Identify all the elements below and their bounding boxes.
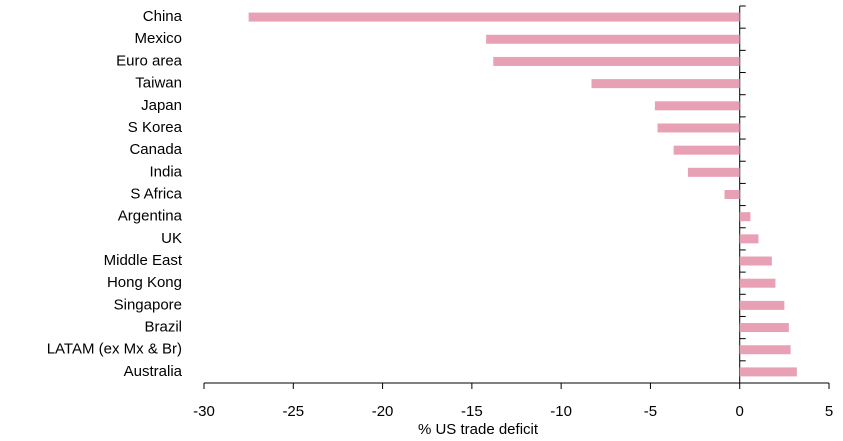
bar bbox=[687, 167, 740, 177]
x-tick-label: 0 bbox=[736, 403, 744, 420]
bar bbox=[673, 145, 740, 155]
bar bbox=[739, 300, 785, 310]
y-tick-label: India bbox=[149, 163, 182, 180]
y-tick-label: UK bbox=[161, 230, 182, 247]
y-tick-label: Middle East bbox=[104, 252, 183, 269]
y-tick-label: Canada bbox=[129, 141, 182, 158]
y-tick-label: Euro area bbox=[116, 52, 183, 69]
x-tick-label: -20 bbox=[372, 403, 394, 420]
bar bbox=[739, 234, 759, 244]
y-tick-label: China bbox=[143, 8, 183, 25]
y-tick-label: Australia bbox=[124, 363, 183, 380]
x-tick-label: -5 bbox=[644, 403, 657, 420]
y-tick-label: Japan bbox=[141, 97, 182, 114]
bar bbox=[654, 101, 740, 111]
x-tick-label: -10 bbox=[550, 403, 572, 420]
bar bbox=[739, 212, 751, 222]
bar bbox=[724, 190, 740, 199]
bar bbox=[739, 323, 789, 333]
x-tick-label: -30 bbox=[193, 403, 215, 420]
bar bbox=[248, 12, 740, 22]
bar bbox=[657, 123, 740, 133]
bar bbox=[739, 367, 797, 377]
y-tick-label: Mexico bbox=[134, 30, 182, 47]
x-tick-label: 5 bbox=[825, 403, 833, 420]
y-tick-label: Brazil bbox=[144, 319, 182, 336]
x-tick-label: -25 bbox=[282, 403, 304, 420]
bar bbox=[739, 345, 791, 355]
y-tick-label: S Africa bbox=[130, 185, 182, 202]
bar bbox=[493, 56, 740, 66]
y-tick-label: S Korea bbox=[128, 119, 183, 136]
y-tick-label: Argentina bbox=[118, 208, 183, 225]
bar bbox=[486, 34, 740, 44]
bar bbox=[739, 256, 772, 266]
bar bbox=[739, 278, 776, 288]
y-tick-label: Taiwan bbox=[135, 75, 182, 92]
bar bbox=[591, 79, 740, 89]
x-tick-label: -15 bbox=[461, 403, 483, 420]
y-tick-label: Hong Kong bbox=[107, 274, 182, 291]
y-tick-label: Singapore bbox=[114, 296, 182, 313]
x-axis-label: % US trade deficit bbox=[418, 421, 539, 438]
y-tick-label: LATAM (ex Mx & Br) bbox=[47, 341, 182, 358]
